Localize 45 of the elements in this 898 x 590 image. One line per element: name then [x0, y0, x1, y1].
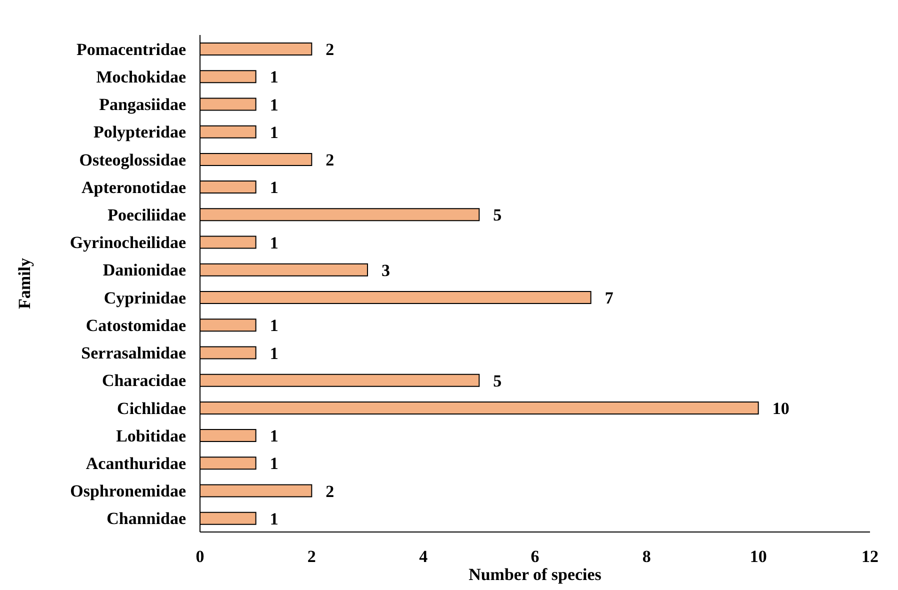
- y-tick-label: Osphronemidae: [70, 482, 186, 501]
- y-tick-label: Lobitidae: [116, 426, 186, 446]
- y-tick-label: Acanthuridae: [86, 454, 186, 474]
- data-label: 10: [772, 398, 790, 418]
- y-tick-label: Danionidae: [102, 260, 186, 280]
- y-tick-label: Pangasiidae: [99, 95, 186, 114]
- x-tick-label: 0: [196, 547, 204, 566]
- x-tick-label: 8: [642, 547, 651, 566]
- data-label: 1: [270, 344, 278, 363]
- y-tick-label: Channidae: [106, 509, 186, 528]
- data-label: 2: [326, 150, 334, 170]
- data-label: 1: [270, 316, 278, 336]
- y-tick-label: Serrasalmidae: [81, 344, 186, 363]
- y-tick-label: Poeciliidae: [108, 206, 186, 225]
- data-label: 7: [604, 288, 614, 308]
- y-tick-label: Gyrinocheilidae: [70, 233, 186, 252]
- y-tick-label: Cichlidae: [117, 398, 186, 418]
- data-label: 1: [270, 426, 278, 446]
- data-label: 1: [270, 233, 278, 252]
- y-tick-label: Cyprinidae: [104, 288, 186, 308]
- data-label: 5: [493, 371, 502, 390]
- data-label: 1: [270, 68, 278, 87]
- data-label: 1: [270, 122, 278, 142]
- x-tick-label: 2: [307, 547, 316, 566]
- x-tick-label: 10: [750, 547, 767, 566]
- data-label: 2: [326, 40, 334, 60]
- data-label: 1: [270, 178, 278, 198]
- data-label: 1: [270, 454, 278, 474]
- x-tick-label: 4: [419, 547, 428, 566]
- y-tick-label: Catostomidae: [86, 316, 186, 335]
- x-tick-label: 12: [862, 547, 878, 566]
- y-tick-label: Mochokidae: [96, 67, 186, 86]
- y-tick-label: Apteronotidae: [81, 178, 186, 197]
- y-tick-label: Pomacentridae: [76, 40, 186, 59]
- y-tick-label: Polypteridae: [93, 122, 186, 142]
- y-tick-label: Characidae: [102, 371, 186, 390]
- data-label: 3: [382, 260, 390, 280]
- x-axis-title: Number of species: [468, 565, 602, 584]
- y-tick-label: Osteoglossidae: [79, 150, 186, 170]
- x-tick-label: 6: [530, 547, 540, 566]
- y-axis-title: Family: [15, 258, 34, 309]
- data-label: 5: [493, 206, 502, 225]
- data-label: 1: [270, 509, 278, 528]
- data-label: 2: [326, 482, 334, 501]
- data-label: 1: [270, 95, 278, 114]
